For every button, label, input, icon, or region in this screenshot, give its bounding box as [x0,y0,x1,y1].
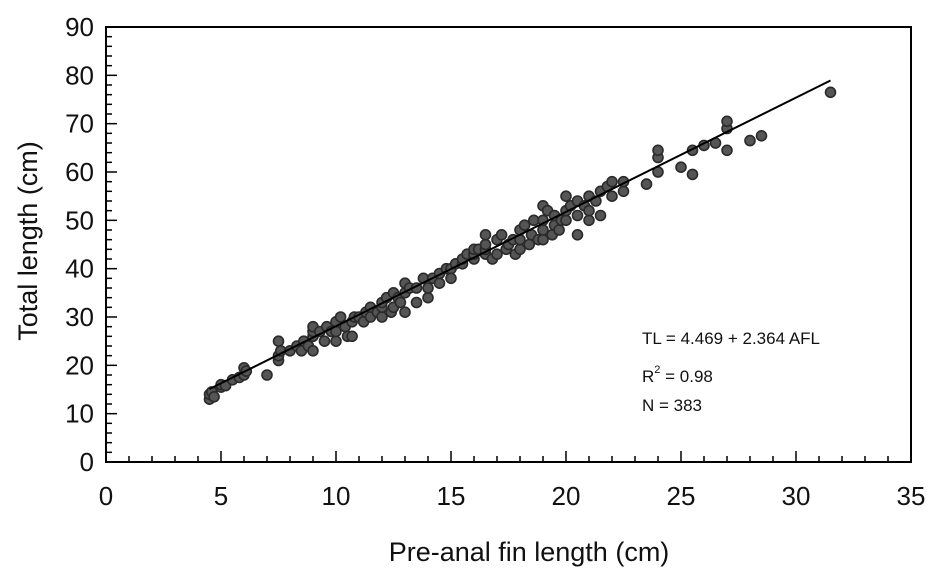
data-point [594,209,607,222]
data-point [346,330,358,343]
y-tick-label: 60 [65,157,94,187]
data-point [675,161,687,173]
y-tick-label: 80 [65,60,94,90]
y-tick-label: 40 [65,254,94,284]
x-tick-label: 20 [552,481,581,511]
y-tick-label: 90 [65,12,94,42]
y-axis-title: Total length (cm) [13,141,43,341]
data-point [721,144,733,157]
regression-line [209,79,831,390]
r-squared-label: R2 = 0.98 [642,364,713,386]
data-point [744,134,756,147]
data-point [422,291,434,304]
data-point [318,335,331,348]
x-tick-label: 30 [782,481,811,511]
data-point [652,144,664,157]
data-point [583,214,595,227]
data-point [606,190,618,202]
plot-area-frame [105,26,912,463]
data-point [422,282,434,294]
data-point [376,311,388,323]
data-point [686,168,699,181]
data-point [491,248,503,260]
data-point [640,178,653,190]
data-points [203,86,837,406]
data-point [479,238,492,251]
data-point [617,185,630,198]
y-tick-label: 50 [65,205,94,235]
data-point [560,214,572,227]
data-point [537,224,549,236]
sample-size-label: N = 383 [642,396,702,415]
x-tick-label: 10 [322,481,351,511]
data-point [553,224,565,236]
data-point [606,175,618,188]
data-point [272,335,285,348]
fit-equation-label: TL = 4.469 + 2.364 AFL [642,329,820,348]
y-tick-label: 10 [65,399,94,429]
data-point [518,219,531,231]
y-tick-label: 20 [65,350,94,380]
data-point [824,86,837,99]
data-point [410,296,423,309]
data-point [208,390,220,403]
x-tick-label: 15 [437,481,466,511]
x-tick-label: 35 [897,481,926,511]
data-point [571,229,584,241]
data-point [334,311,347,323]
y-tick-label: 30 [65,302,94,332]
data-point [495,229,508,241]
y-tick-label: 70 [65,109,94,139]
data-point [514,243,526,256]
data-point [560,190,572,202]
data-point [479,229,492,241]
x-tick-label: 0 [99,481,113,511]
x-axis-title: Pre-anal fin length (cm) [389,537,670,567]
data-point [445,272,457,285]
data-point [433,277,446,290]
data-point [583,204,595,217]
x-tick-label: 5 [214,481,228,511]
data-point [307,344,319,357]
axis-ticks: 0 5 10 15 20 25 30 35 0 10 20 30 40 50 60 70 80 90 [65,12,925,511]
data-point [394,296,407,309]
x-tick-label: 25 [667,481,696,511]
data-point [523,238,536,251]
data-point [755,130,768,142]
data-point [399,306,411,319]
y-tick-label: 0 [80,447,94,477]
data-point [571,209,584,222]
data-point [721,115,733,128]
data-point [330,335,342,348]
data-point [261,369,273,381]
data-point [537,233,549,246]
